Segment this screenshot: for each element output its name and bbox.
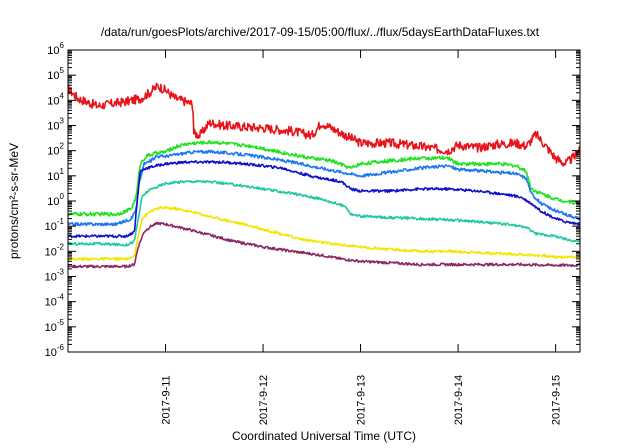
plot-frame [67,49,581,353]
y-tick-label: 10-4 [45,293,65,309]
tick-layer: 10-6 10-5 10-4 10-3 10-2 10-1 100 101 102 103 104 1… [45,41,580,425]
x-tick-label: 2017-9-13 [356,375,368,425]
series-layer [67,82,581,269]
y-tick-label: 10-5 [45,318,65,334]
y-tick-label: 10-6 [45,343,65,359]
y-tick-label: 105 [47,66,64,82]
chart-title: /data/run/goesPlots/archive/2017-09-15/0… [101,25,540,39]
x-tick-label: 2017-9-11 [161,375,173,424]
y-axis-label: protons/cm²-s-sr-MeV [7,143,21,259]
flux-series-line-6 [67,205,581,261]
y-tick-label: 102 [47,142,64,158]
flux-series-line-5 [67,179,581,247]
y-tick-label: 10-3 [45,268,65,284]
x-tick-label: 2017-9-14 [453,375,465,425]
x-tick-label: 2017-9-15 [551,375,563,425]
y-tick-label: 10-1 [45,217,65,233]
y-tick-label: 100 [47,192,64,208]
y-tick-label: 101 [47,167,64,183]
y-tick-label: 106 [47,41,64,57]
flux-series-line-2 [67,140,581,217]
x-axis-label: Coordinated Universal Time (UTC) [232,429,416,443]
y-tick-label: 10-2 [45,242,65,258]
flux-series-line-7 [67,221,581,269]
x-tick-label: 2017-9-12 [258,375,270,425]
y-tick-label: 103 [47,117,64,133]
y-tick-label: 104 [47,91,64,107]
flux-series-line-4 [67,160,581,239]
flux-series-line-1 [67,82,581,167]
flux-series-line-3 [67,149,581,227]
